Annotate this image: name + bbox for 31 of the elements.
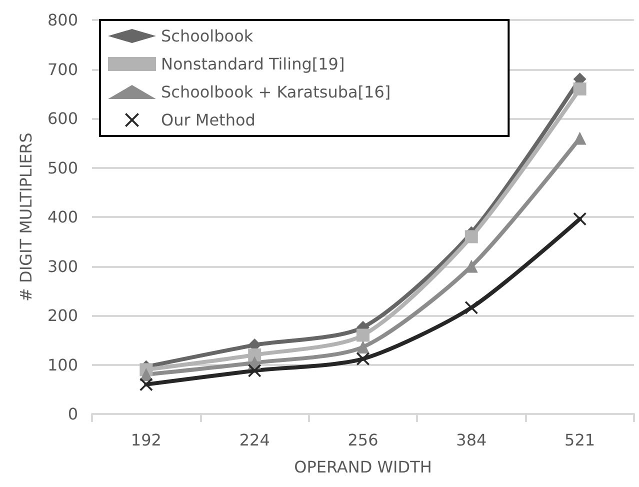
point <box>356 352 370 366</box>
legend-label: Nonstandard Tiling[19] <box>161 54 345 74</box>
point <box>248 364 262 378</box>
x-tick-label: 192 <box>130 430 162 450</box>
y-tick-label: 200 <box>47 306 78 325</box>
y-tick-label: 500 <box>47 158 78 178</box>
y-tick-label: 300 <box>47 256 78 276</box>
x-axis-title: OPERAND WIDTH <box>294 458 432 476</box>
point <box>573 82 586 96</box>
y-tick-label: 700 <box>47 60 78 79</box>
point <box>464 301 478 314</box>
y-tick-label: 100 <box>47 355 78 374</box>
x-tick-label: 224 <box>239 430 270 450</box>
x-tick-label: 256 <box>348 430 378 450</box>
y-tick-label: 0 <box>68 404 78 424</box>
y-axis-title: # DIGIT MULTIPLIERS <box>16 132 36 302</box>
y-tick-label: 800 <box>47 10 78 30</box>
y-tick-label: 400 <box>47 208 78 226</box>
point <box>573 132 586 145</box>
legend-label: Schoolbook <box>161 26 254 46</box>
point <box>356 328 370 342</box>
point <box>140 378 153 391</box>
legend-label: Our Method <box>161 110 256 130</box>
point <box>573 212 586 226</box>
x-tick-label: 521 <box>564 430 596 450</box>
point <box>356 340 370 354</box>
x-tick-label: 384 <box>456 430 487 450</box>
y-tick-label: 600 <box>47 109 78 128</box>
legend-label: Schoolbook + Karatsuba[16] <box>161 82 391 102</box>
point <box>248 348 262 362</box>
point <box>464 230 478 244</box>
